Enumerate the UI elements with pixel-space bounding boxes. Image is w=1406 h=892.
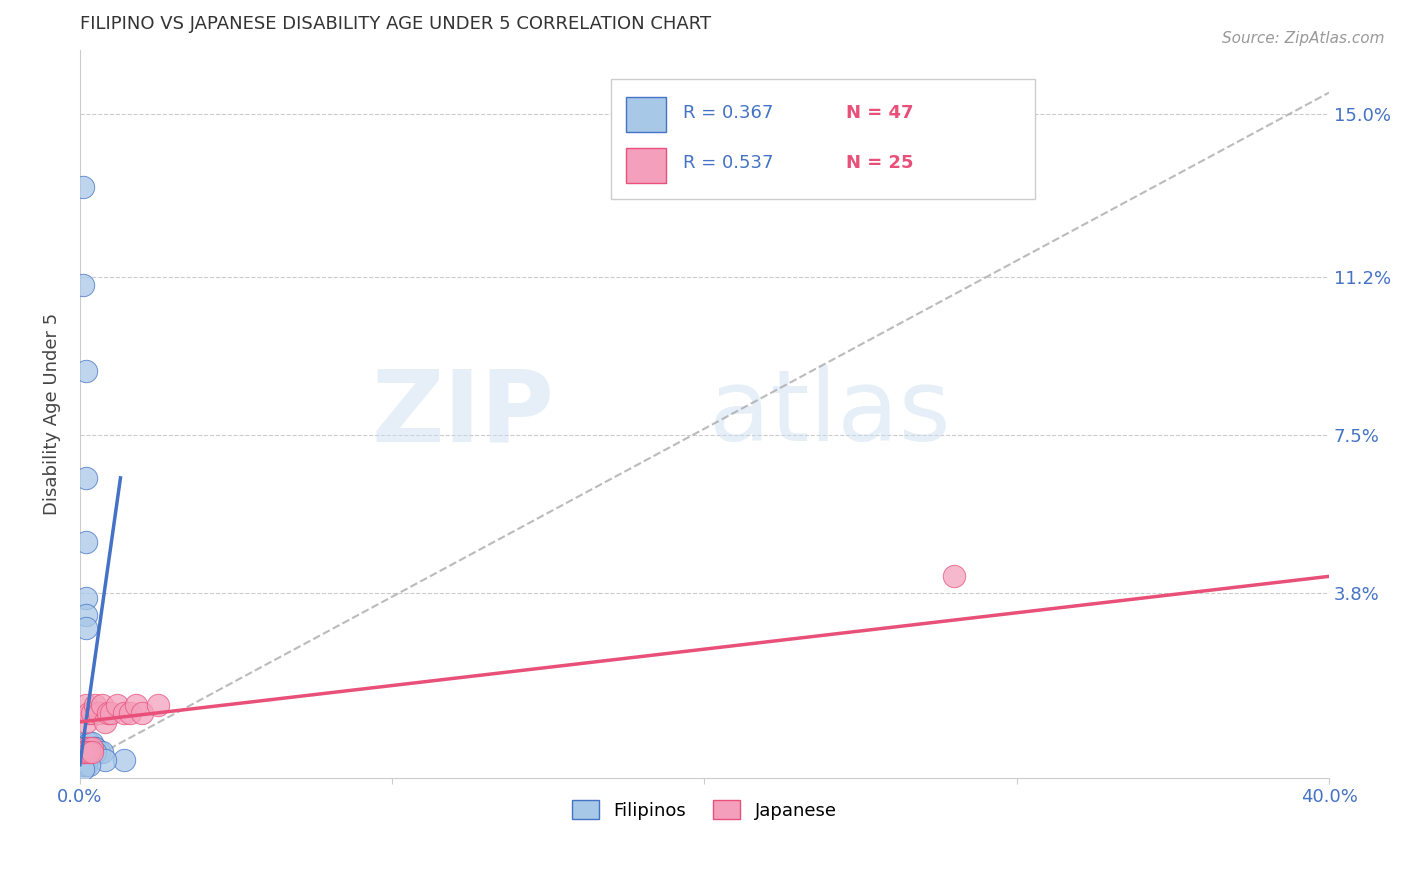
Point (125, 698, 148, 712)
Text: R = 0.367: R = 0.367 (683, 103, 773, 121)
Point (72, 745, 94, 759)
Point (77, 740, 100, 755)
Point (943, 569, 966, 583)
Point (131, 706, 153, 721)
Point (75, 754, 97, 768)
Point (75, 745, 97, 759)
Point (75, 621, 97, 635)
Point (75, 740, 97, 755)
Text: atlas: atlas (709, 365, 950, 462)
Point (75, 745, 97, 759)
Point (77, 757, 100, 772)
Point (82, 745, 104, 759)
Point (72, 757, 94, 772)
Point (97, 706, 120, 721)
Point (75, 471, 97, 485)
Text: FILIPINO VS JAPANESE DISABILITY AGE UNDER 5 CORRELATION CHART: FILIPINO VS JAPANESE DISABILITY AGE UNDE… (80, 15, 711, 33)
Point (112, 706, 135, 721)
FancyBboxPatch shape (610, 79, 1035, 199)
Point (82, 706, 104, 721)
Point (72, 278, 94, 293)
Point (100, 706, 122, 721)
Point (82, 740, 104, 755)
Point (75, 736, 97, 750)
Point (77, 706, 100, 721)
Point (94, 714, 117, 729)
Point (75, 607, 97, 622)
Point (90, 698, 112, 712)
Point (82, 740, 104, 755)
Point (72, 762, 94, 776)
Point (77, 745, 100, 759)
Point (72, 740, 94, 755)
Point (82, 736, 104, 750)
Point (118, 706, 141, 721)
Point (84, 740, 107, 755)
Text: N = 47: N = 47 (845, 103, 912, 121)
Point (87, 706, 110, 721)
Point (77, 740, 100, 755)
Point (77, 745, 100, 759)
Text: N = 25: N = 25 (845, 154, 912, 172)
Point (75, 364, 97, 378)
Point (72, 179, 94, 194)
Point (146, 698, 169, 712)
Point (77, 745, 100, 759)
Legend: Filipinos, Japanese: Filipinos, Japanese (565, 793, 844, 827)
Text: ZIP: ZIP (371, 365, 554, 462)
Point (75, 698, 97, 712)
Text: R = 0.537: R = 0.537 (683, 154, 773, 172)
Point (82, 745, 104, 759)
Text: Source: ZipAtlas.com: Source: ZipAtlas.com (1222, 31, 1385, 46)
Point (82, 745, 104, 759)
Point (77, 745, 100, 759)
Point (75, 714, 97, 729)
Point (72, 740, 94, 755)
Point (84, 740, 107, 755)
Point (112, 754, 135, 768)
Point (72, 754, 94, 768)
Point (84, 698, 107, 712)
Point (82, 745, 104, 759)
Point (72, 745, 94, 759)
Point (82, 745, 104, 759)
Point (75, 757, 97, 772)
Point (87, 745, 110, 759)
Bar (626, 148, 665, 183)
Point (75, 535, 97, 549)
Bar (626, 97, 665, 132)
Point (87, 745, 110, 759)
Point (90, 745, 112, 759)
Point (77, 745, 100, 759)
Point (77, 740, 100, 755)
Point (77, 736, 100, 750)
Point (75, 754, 97, 768)
Point (84, 745, 107, 759)
Point (105, 698, 128, 712)
Point (72, 745, 94, 759)
Point (84, 745, 107, 759)
Point (72, 745, 94, 759)
Point (72, 754, 94, 768)
Y-axis label: Disability Age Under 5: Disability Age Under 5 (44, 312, 60, 515)
Point (75, 591, 97, 605)
Point (75, 745, 97, 759)
Point (77, 736, 100, 750)
Point (77, 745, 100, 759)
Point (94, 754, 117, 768)
